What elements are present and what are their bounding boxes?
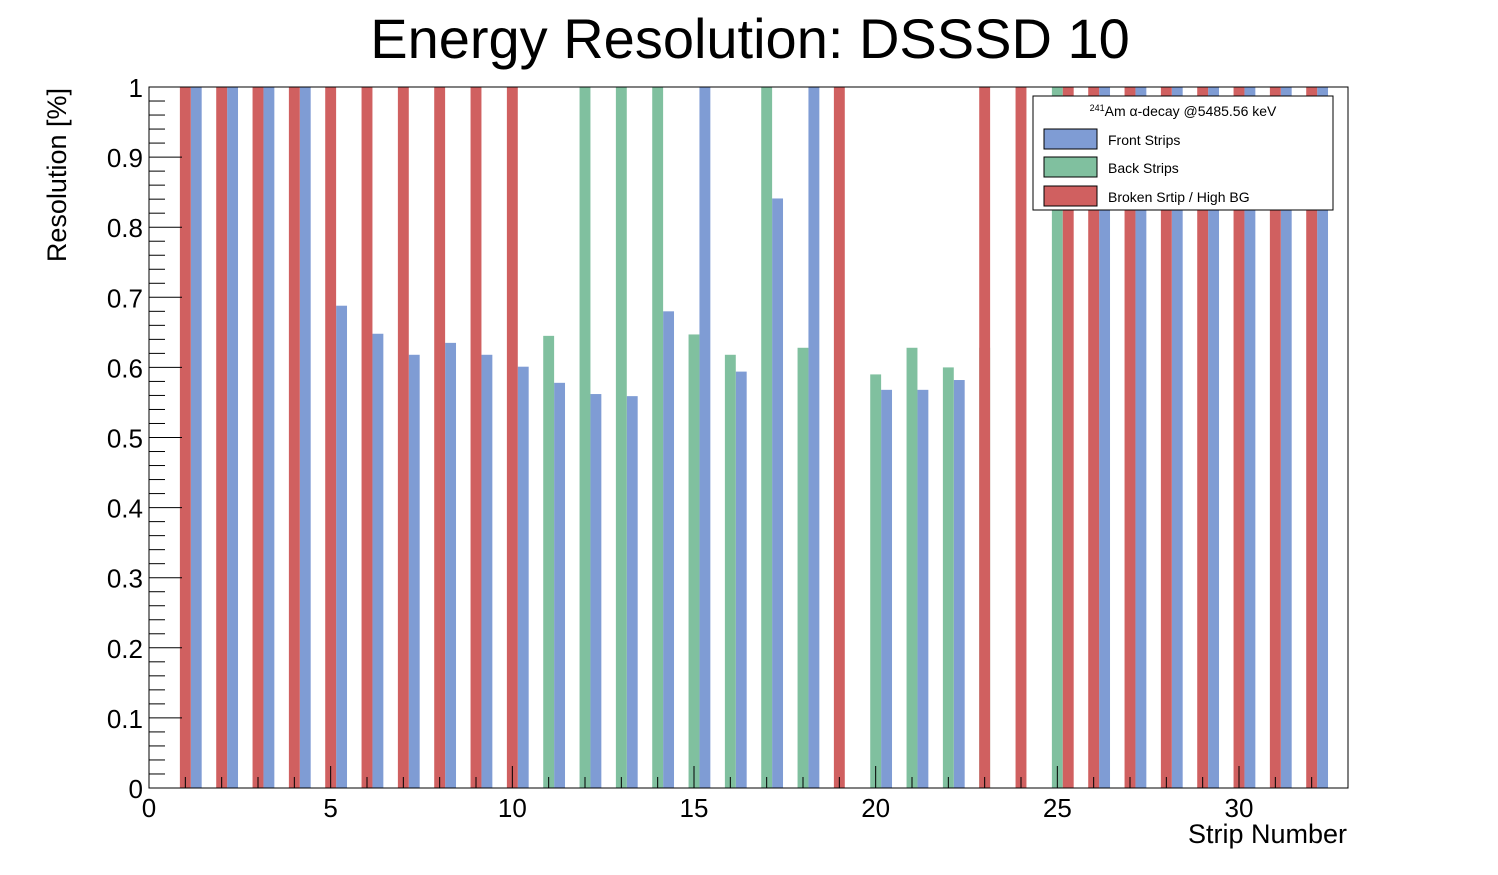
bar-broken-srtip-high-bg-9 bbox=[506, 87, 518, 788]
bar-front-strips-12 bbox=[626, 396, 638, 788]
bar-front-strips-3 bbox=[299, 87, 311, 788]
bar-front-strips-10 bbox=[554, 382, 566, 788]
legend-title-text: Am α-decay @5485.56 keV bbox=[1105, 103, 1277, 119]
bar-front-strips-17 bbox=[808, 87, 820, 788]
bar-broken-srtip-high-bg-6 bbox=[397, 87, 409, 788]
legend-label-back: Back Strips bbox=[1108, 160, 1179, 176]
x-tick-label-2: 10 bbox=[498, 793, 527, 823]
y-tick-label-10: 1 bbox=[129, 73, 143, 103]
bar-front-strips-26 bbox=[1280, 87, 1292, 788]
bar-broken-srtip-high-bg-14 bbox=[1088, 87, 1100, 788]
bar-broken-srtip-high-bg-1 bbox=[216, 87, 228, 788]
bar-front-strips-11 bbox=[590, 394, 602, 788]
bar-broken-srtip-high-bg-13 bbox=[1062, 87, 1074, 788]
bar-broken-srtip-high-bg-4 bbox=[325, 87, 337, 788]
bar-broken-srtip-high-bg-12 bbox=[1015, 87, 1027, 788]
bar-broken-srtip-high-bg-3 bbox=[288, 87, 300, 788]
x-tick-label-4: 20 bbox=[861, 793, 890, 823]
bar-broken-srtip-high-bg-7 bbox=[434, 87, 446, 788]
y-axis-label: Resolution [%] bbox=[42, 88, 72, 262]
legend-swatch-back bbox=[1043, 156, 1098, 178]
bar-back-strips-9 bbox=[906, 347, 918, 788]
bar-front-strips-21 bbox=[1099, 87, 1111, 788]
chart-title: Energy Resolution: DSSSD 10 bbox=[370, 7, 1130, 70]
legend-label-broken: Broken Srtip / High BG bbox=[1108, 189, 1250, 205]
legend-title: 241Am α-decay @5485.56 keV bbox=[1090, 103, 1277, 119]
bar-front-strips-1 bbox=[227, 87, 239, 788]
bar-broken-srtip-high-bg-17 bbox=[1197, 87, 1209, 788]
bar-broken-srtip-high-bg-15 bbox=[1124, 87, 1136, 788]
y-tick-label-8: 0.8 bbox=[107, 213, 143, 243]
bar-back-strips-10 bbox=[942, 367, 954, 788]
bar-back-strips-7 bbox=[797, 347, 809, 788]
bar-front-strips-22 bbox=[1135, 87, 1147, 788]
bar-broken-srtip-high-bg-10 bbox=[833, 87, 845, 788]
bar-front-strips-24 bbox=[1208, 87, 1220, 788]
bar-front-strips-2 bbox=[263, 87, 275, 788]
legend-label-front: Front Strips bbox=[1108, 132, 1180, 148]
bar-back-strips-3 bbox=[652, 87, 664, 788]
bar-back-strips-0 bbox=[543, 335, 555, 788]
legend-title-sup: 241 bbox=[1090, 103, 1105, 113]
y-tick-label-1: 0.1 bbox=[107, 704, 143, 734]
bar-front-strips-20 bbox=[953, 380, 965, 788]
bar-broken-srtip-high-bg-8 bbox=[470, 87, 482, 788]
y-tick-label-5: 0.5 bbox=[107, 424, 143, 454]
bar-front-strips-18 bbox=[881, 389, 893, 788]
legend-swatch-front bbox=[1043, 128, 1098, 150]
bar-front-strips-25 bbox=[1244, 87, 1256, 788]
bar-front-strips-14 bbox=[699, 87, 711, 788]
bar-front-strips-13 bbox=[663, 311, 675, 788]
bar-front-strips-27 bbox=[1317, 87, 1329, 788]
bar-back-strips-12 bbox=[1051, 87, 1063, 788]
x-tick-label-6: 30 bbox=[1225, 793, 1254, 823]
bar-front-strips-7 bbox=[445, 342, 457, 788]
legend-swatch-broken bbox=[1043, 185, 1098, 207]
x-tick-label-1: 5 bbox=[323, 793, 337, 823]
bar-broken-srtip-high-bg-5 bbox=[361, 87, 373, 788]
bar-broken-srtip-high-bg-11 bbox=[979, 87, 991, 788]
x-axis-label: Strip Number bbox=[1188, 819, 1347, 849]
bar-front-strips-19 bbox=[917, 389, 929, 788]
y-tick-label-0: 0 bbox=[129, 774, 143, 804]
bar-front-strips-6 bbox=[408, 354, 420, 788]
bar-back-strips-6 bbox=[761, 87, 773, 788]
bar-broken-srtip-high-bg-0 bbox=[179, 87, 191, 788]
bar-back-strips-2 bbox=[615, 87, 627, 788]
y-tick-label-7: 0.7 bbox=[107, 283, 143, 313]
y-tick-label-9: 0.9 bbox=[107, 143, 143, 173]
y-tick-label-3: 0.3 bbox=[107, 564, 143, 594]
y-tick-label-2: 0.2 bbox=[107, 634, 143, 664]
x-tick-label-5: 25 bbox=[1043, 793, 1072, 823]
bar-broken-srtip-high-bg-2 bbox=[252, 87, 264, 788]
bar-front-strips-16 bbox=[772, 198, 784, 789]
y-tick-label-4: 0.4 bbox=[107, 494, 143, 524]
bars-layer bbox=[179, 87, 1329, 789]
bar-broken-srtip-high-bg-18 bbox=[1233, 87, 1245, 788]
bar-back-strips-4 bbox=[688, 334, 700, 788]
bar-front-strips-4 bbox=[336, 305, 348, 788]
bar-broken-srtip-high-bg-20 bbox=[1306, 87, 1318, 788]
bar-broken-srtip-high-bg-19 bbox=[1269, 87, 1281, 788]
x-tick-label-0: 0 bbox=[142, 793, 156, 823]
x-tick-label-3: 15 bbox=[680, 793, 709, 823]
bar-front-strips-5 bbox=[372, 333, 384, 788]
y-tick-label-6: 0.6 bbox=[107, 353, 143, 383]
bar-front-strips-23 bbox=[1171, 87, 1183, 788]
legend: 241Am α-decay @5485.56 keV Front Strips … bbox=[1032, 95, 1334, 211]
ticks-layer: 00.10.20.30.40.50.60.70.80.910 5 10 15 20 25 3… bbox=[107, 73, 1349, 823]
plot-frame bbox=[148, 86, 1349, 789]
bar-back-strips-5 bbox=[724, 354, 736, 788]
bar-front-strips-8 bbox=[481, 354, 493, 788]
bar-front-strips-9 bbox=[517, 366, 529, 788]
bar-front-strips-15 bbox=[735, 371, 747, 788]
bar-back-strips-1 bbox=[579, 87, 591, 788]
bar-front-strips-0 bbox=[190, 87, 202, 788]
bar-back-strips-8 bbox=[870, 374, 882, 788]
bar-broken-srtip-high-bg-16 bbox=[1160, 87, 1172, 788]
